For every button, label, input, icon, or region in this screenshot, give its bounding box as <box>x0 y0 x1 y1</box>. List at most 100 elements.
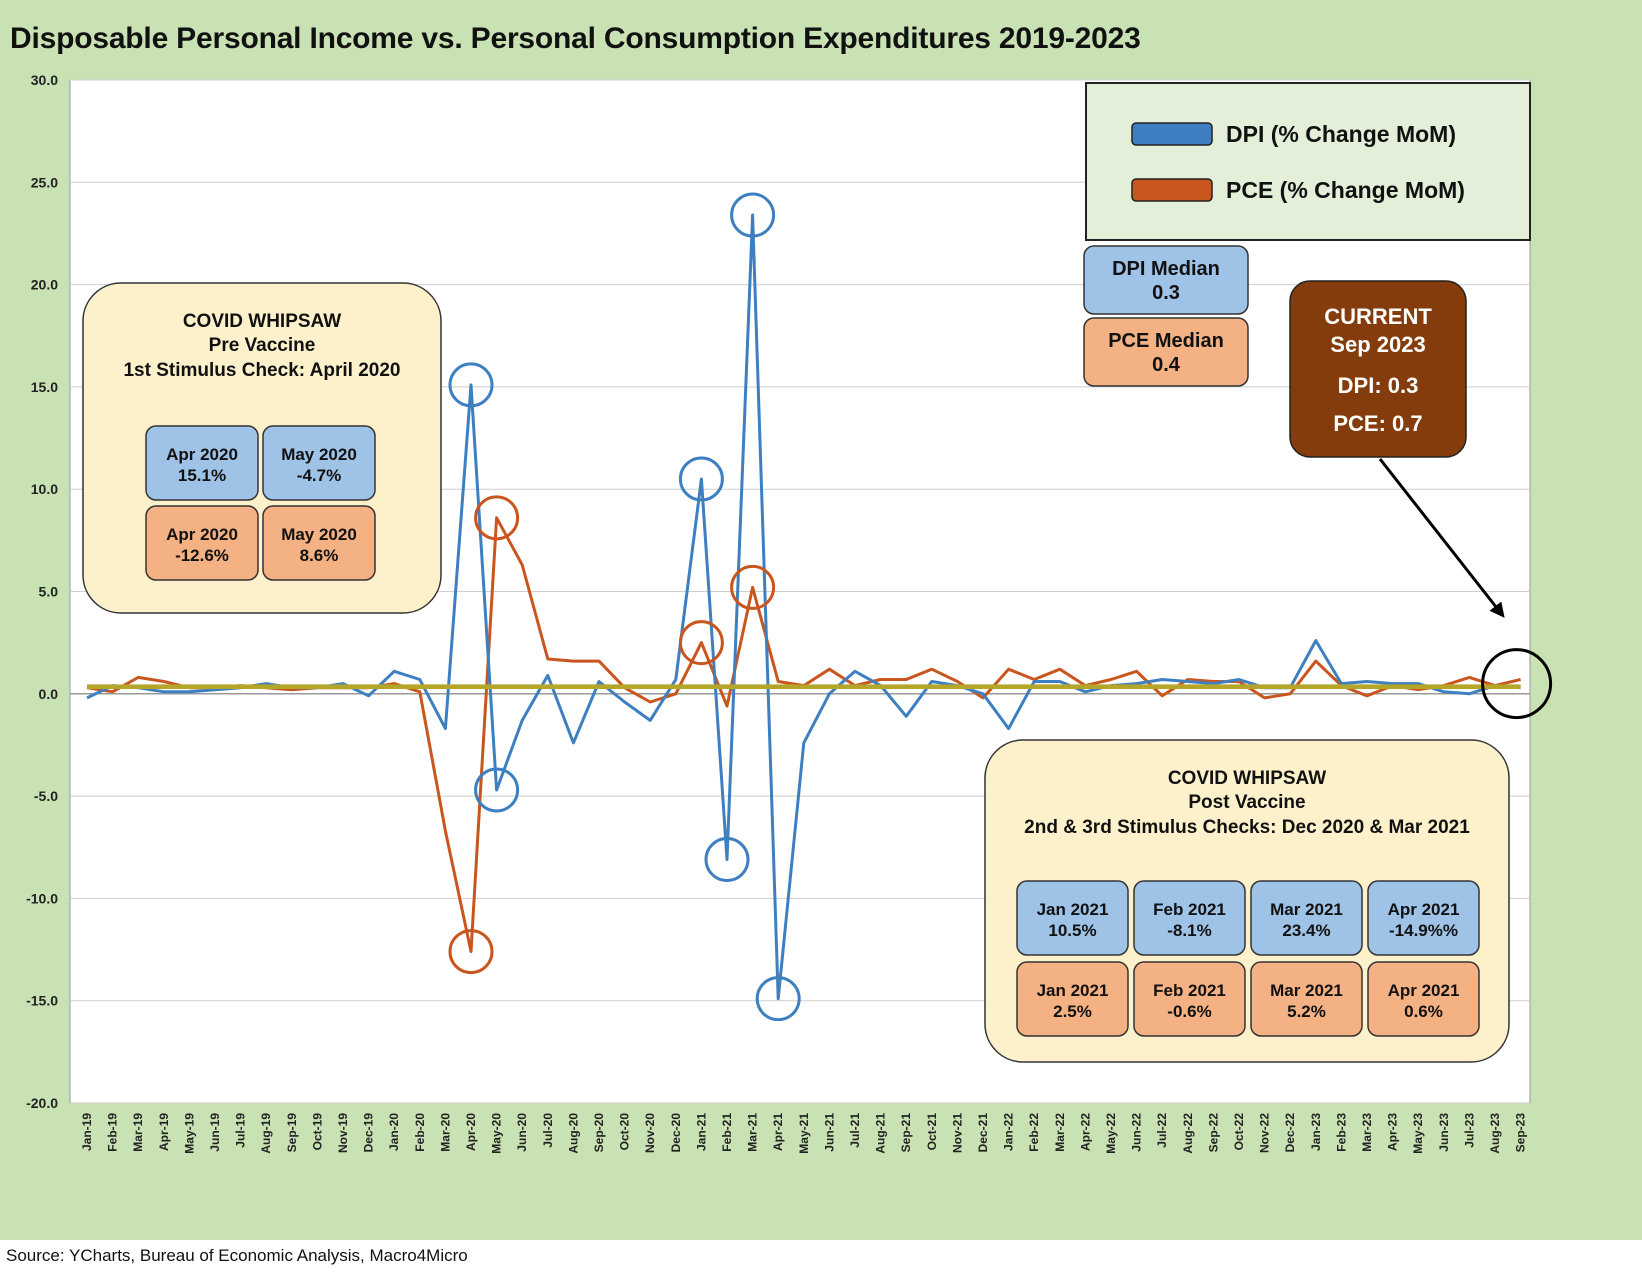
x-tick-label: Jul-19 <box>234 1113 248 1148</box>
x-tick-label: Dec-19 <box>362 1113 376 1153</box>
x-tick-label: Jun-22 <box>1130 1113 1144 1152</box>
dpi-value-cell: Jan 2021 10.5% <box>1016 880 1129 956</box>
x-tick-label: Apr-20 <box>464 1113 478 1151</box>
dpi-value-cell: Feb 2021 -8.1% <box>1133 880 1246 956</box>
pce-value-cell: May 2020 8.6% <box>262 505 376 581</box>
cell-value: -8.1% <box>1167 921 1211 940</box>
y-tick-label: 10.0 <box>31 481 58 497</box>
cell-bg <box>1016 880 1129 956</box>
legend: DPI (% Change MoM) PCE (% Change MoM) <box>1085 82 1531 241</box>
cell-bg <box>1250 961 1363 1037</box>
median-value: 0.4 <box>1152 354 1181 376</box>
whipsaw-stimulus-note: 2nd & 3rd Stimulus Checks: Dec 2020 & Ma… <box>1024 817 1470 838</box>
y-tick-label: 30.0 <box>31 72 58 88</box>
x-tick-label: Feb-21 <box>720 1113 734 1152</box>
x-tick-label: Aug-23 <box>1488 1113 1502 1154</box>
x-tick-label: May-19 <box>182 1113 196 1154</box>
x-tick-label: Sep-20 <box>592 1113 606 1153</box>
post-vaccine-box: COVID WHIPSAW Post Vaccine 2nd & 3rd Stimu… <box>984 739 1510 1063</box>
cell-month: Feb 2021 <box>1153 900 1226 919</box>
x-tick-label: Jan-21 <box>694 1113 708 1151</box>
x-tick-label: Feb-19 <box>106 1113 120 1152</box>
cell-bg <box>1250 880 1363 956</box>
cell-value: 8.6% <box>300 546 339 565</box>
dpi-median-bg <box>1083 245 1249 315</box>
pre-vaccine-box-bg <box>82 282 442 614</box>
cell-value: -4.7% <box>297 466 341 485</box>
x-tick-label: Apr-23 <box>1386 1113 1400 1151</box>
x-tick-label: Mar-23 <box>1360 1113 1374 1152</box>
pce-highlight-circle <box>730 564 776 610</box>
cell-month: May 2020 <box>281 445 357 464</box>
legend-box <box>1085 82 1531 241</box>
cell-month: May 2020 <box>281 525 357 544</box>
pre-vaccine-box: COVID WHIPSAW Pre Vaccine 1st Stimulus Che… <box>82 282 442 614</box>
x-tick-label: Jan-20 <box>387 1113 401 1151</box>
current-circle <box>1481 648 1553 720</box>
chart-title: Disposable Personal Income vs. Personal … <box>10 22 1141 55</box>
y-tick-label: 5.0 <box>39 584 59 600</box>
x-tick-label: Apr-21 <box>771 1113 785 1151</box>
dpi-value-cell: Mar 2021 23.4% <box>1250 880 1363 956</box>
cell-value: 2.5% <box>1053 1002 1092 1021</box>
current-dpi: DPI: 0.3 <box>1338 373 1419 398</box>
x-tick-label: Oct-21 <box>925 1113 939 1151</box>
legend-swatch <box>1131 178 1213 202</box>
x-tick-label: May-22 <box>1104 1113 1118 1154</box>
dpi-highlight-circle <box>704 837 750 883</box>
x-tick-label: Jul-20 <box>541 1113 555 1148</box>
cell-month: Jan 2021 <box>1037 981 1109 1000</box>
pce-value-cell: Jan 2021 2.5% <box>1016 961 1129 1037</box>
pce-highlight-circle <box>678 620 724 666</box>
x-tick-label: Oct-22 <box>1232 1113 1246 1151</box>
cell-month: Feb 2021 <box>1153 981 1226 1000</box>
legend-label: PCE (% Change MoM) <box>1226 177 1465 203</box>
cell-bg <box>145 425 259 501</box>
x-tick-label: Jul-22 <box>1155 1113 1169 1148</box>
cell-month: Mar 2021 <box>1270 981 1343 1000</box>
x-tick-label: Nov-19 <box>336 1113 350 1153</box>
whipsaw-title: COVID WHIPSAW <box>183 311 341 332</box>
current-pce: PCE: 0.7 <box>1333 411 1422 436</box>
dpi-highlight-circle <box>448 362 494 408</box>
cell-value: 15.1% <box>178 466 226 485</box>
x-tick-label: Sep-23 <box>1514 1113 1528 1153</box>
dpi-value-cell: Apr 2021 -14.9%% <box>1367 880 1480 956</box>
pce-value-cell: Apr 2020 -12.6% <box>145 505 259 581</box>
y-tick-label: 20.0 <box>31 277 58 293</box>
median-label: DPI Median <box>1112 258 1220 280</box>
cell-month: Jan 2021 <box>1037 900 1109 919</box>
pce-highlight-circle <box>448 929 494 975</box>
x-tick-label: May-20 <box>490 1113 504 1154</box>
x-tick-label: Jun-23 <box>1437 1113 1451 1152</box>
x-tick-label: Jul-21 <box>848 1113 862 1148</box>
cell-value: 0.6% <box>1404 1002 1443 1021</box>
x-tick-label: Sep-21 <box>899 1113 913 1153</box>
cell-value: -0.6% <box>1167 1002 1211 1021</box>
dpi-highlight-circle <box>678 456 724 502</box>
y-tick-label: -5.0 <box>34 788 58 804</box>
cell-month: Apr 2020 <box>166 525 238 544</box>
cell-month: Apr 2021 <box>1388 900 1460 919</box>
cell-bg <box>262 505 376 581</box>
dpi-highlight-circle <box>730 192 776 238</box>
pce-value-cell: Mar 2021 5.2% <box>1250 961 1363 1037</box>
x-tick-label: Mar-20 <box>438 1113 452 1152</box>
cell-bg <box>1133 961 1246 1037</box>
x-tick-label: Aug-19 <box>259 1113 273 1154</box>
pce-highlight-circle <box>474 495 520 541</box>
x-tick-label: Dec-21 <box>976 1113 990 1153</box>
dpi-value-cell: Apr 2020 15.1% <box>145 425 259 501</box>
x-tick-label: Nov-20 <box>643 1113 657 1153</box>
legend-label: DPI (% Change MoM) <box>1226 121 1456 147</box>
x-tick-label: Nov-21 <box>950 1113 964 1153</box>
x-tick-label: Sep-22 <box>1206 1113 1220 1153</box>
cell-value: 23.4% <box>1282 921 1330 940</box>
x-tick-label: Jun-21 <box>822 1113 836 1152</box>
x-tick-label: Nov-22 <box>1258 1113 1272 1153</box>
pce-median-bg <box>1083 317 1249 387</box>
cell-value: -12.6% <box>175 546 229 565</box>
x-tick-label: Oct-20 <box>618 1113 632 1151</box>
legend-swatch <box>1131 122 1213 146</box>
y-tick-label: -20.0 <box>26 1095 58 1111</box>
